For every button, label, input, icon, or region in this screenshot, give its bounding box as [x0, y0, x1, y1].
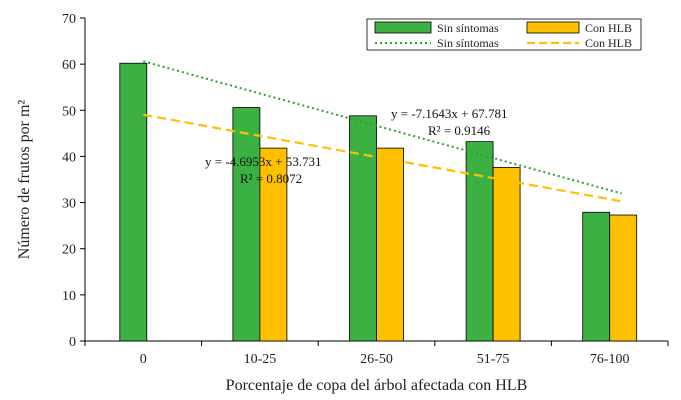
bar-sin-sintomas [465, 141, 494, 342]
y-tick-label: 20 [62, 243, 76, 258]
trend-equation-sin-sintomas: y = -7.1643x + 67.781 [391, 106, 508, 121]
legend-label-con-hlb: Con HLB [585, 21, 632, 35]
x-tick-label: 76-100 [590, 352, 630, 367]
bar-con-hlb [259, 147, 288, 342]
legend-line-label-sin-sintomas: Sin síntomas [437, 36, 499, 50]
bar-con-hlb [376, 147, 404, 342]
legend-swatch-con-hlb [526, 21, 580, 34]
x-tick-label: 0 [140, 352, 147, 367]
trend-r2-sin-sintomas: R² = 0.9146 [428, 123, 491, 138]
trendline-con-hlb [143, 113, 622, 203]
y-tick-label: 70 [62, 12, 76, 27]
y-axis-title: Número de frutos por m² [16, 100, 33, 260]
legend-label-sin-sintomas: Sin síntomas [437, 21, 499, 35]
x-tick-label: 26-50 [360, 352, 393, 367]
y-tick-label: 40 [62, 150, 76, 165]
bar-sin-sintomas [119, 62, 148, 342]
x-tick-label: 10-25 [244, 352, 277, 367]
trend-equation-con-hlb: y = -4.6953x + 53.731 [205, 154, 322, 169]
x-axis-title: Porcentaje de copa del árbol afectada co… [226, 377, 528, 394]
bar-sin-sintomas [232, 107, 261, 342]
y-tick-label: 30 [62, 197, 76, 212]
bar-con-hlb [492, 167, 521, 342]
x-tick-label: 51-75 [477, 352, 510, 367]
legend-line-label-con-hlb: Con HLB [585, 36, 632, 50]
y-tick-label: 0 [69, 335, 76, 350]
y-tick-label: 10 [62, 289, 76, 304]
legend-swatch-sin-sintomas [374, 21, 432, 34]
trend-r2-con-hlb: R² = 0.8072 [240, 171, 302, 186]
y-tick-label: 60 [62, 58, 76, 73]
bar-sin-sintomas [349, 115, 377, 342]
y-tick-label: 50 [62, 104, 76, 119]
bar-con-hlb [609, 214, 638, 342]
bar-sin-sintomas [582, 211, 611, 342]
